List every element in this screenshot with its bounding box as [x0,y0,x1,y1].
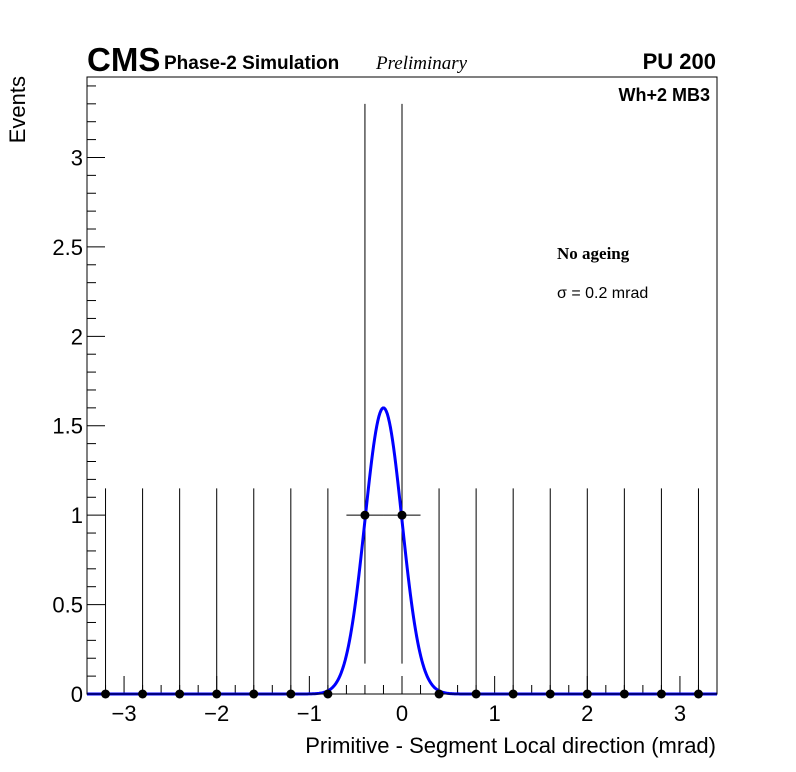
x-axis-label: Primitive - Segment Local direction (mra… [305,733,716,758]
axis-tick-labels: −3 −2 −1 0 1 2 3 0 0.5 1 1.5 2 2.5 3 [52,145,686,726]
data-point [397,510,407,520]
y-tick-label: 1.5 [52,414,83,439]
pileup-label: PU 200 [643,49,716,74]
y-axis-label: Events [5,76,30,143]
plot-frame [86,76,718,695]
axis-ticks [87,85,699,695]
preliminary-label: Preliminary [375,53,468,74]
error-bars [87,103,717,695]
cms-subtitle: Phase-2 Simulation [164,53,339,74]
cms-brand: CMS [87,41,160,78]
station-label: Wh+2 MB3 [618,85,710,105]
sigma-label: σ = 0.2 mrad [557,285,648,302]
x-tick-label: 2 [581,701,593,726]
y-tick-label: 2 [71,324,83,349]
x-tick-label: 0 [396,701,408,726]
x-tick-label: −1 [297,701,322,726]
x-tick-label: −3 [112,701,137,726]
y-tick-label: 1 [71,503,83,528]
y-tick-label: 3 [71,145,83,170]
x-tick-label: 3 [674,701,686,726]
x-tick-label: 1 [489,701,501,726]
y-tick-label: 2.5 [52,235,83,260]
x-tick-label: −2 [204,701,229,726]
data-point [360,510,370,520]
condition-label: No ageing [557,244,630,263]
y-tick-label: 0 [71,682,83,707]
y-tick-label: 0.5 [52,593,83,618]
